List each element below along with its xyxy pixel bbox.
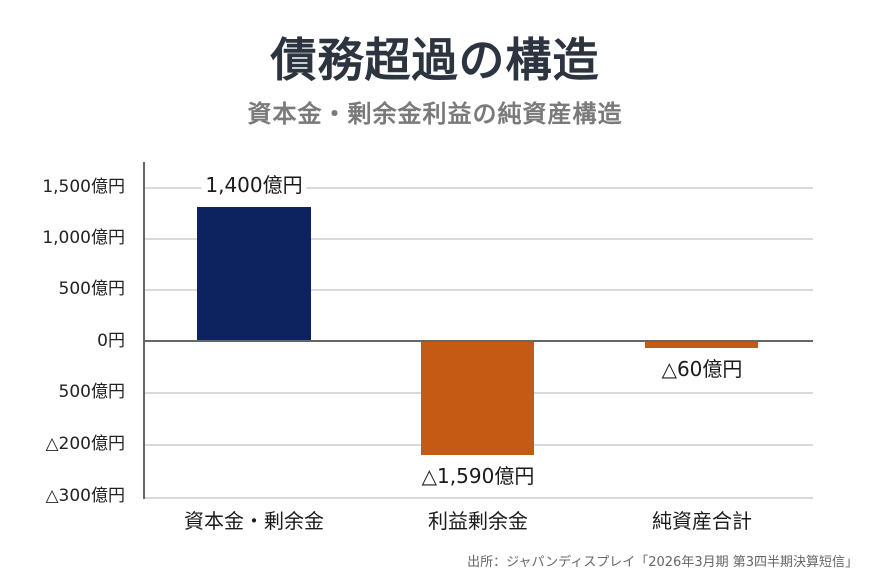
chart-title: 債務超過の構造 (270, 33, 600, 87)
zero-line (145, 340, 813, 342)
y-tick-label: △300億円 (45, 486, 125, 506)
gridline-bottom (145, 497, 813, 499)
x-tick-label: 利益剰余金 (428, 509, 528, 533)
value-label-retained-earnings: △1,590億円 (417, 464, 539, 488)
y-tick-label: 0円 (97, 331, 125, 351)
y-tick-label: 1,500億円 (42, 177, 125, 197)
y-axis-line (143, 162, 145, 499)
x-tick-label: 純資産合計 (652, 509, 752, 533)
gridline (145, 238, 813, 240)
source-note: 出所：ジャパンディスプレイ「2026年3月期 第3四半期決算短信」 (467, 555, 858, 570)
chart-subtitle: 資本金・剰余金利益の純資産構造 (247, 100, 623, 128)
bar-capital-surplus (197, 207, 311, 341)
value-label-net-assets: △60億円 (657, 357, 747, 381)
y-tick-label: 1,000億円 (42, 228, 125, 248)
y-tick-label: △200億円 (45, 434, 125, 454)
value-label-capital-surplus: 1,400億円 (201, 173, 307, 197)
gridline (145, 289, 813, 291)
x-tick-label: 資本金・剰余金 (184, 509, 324, 533)
y-tick-label: 500億円 (58, 279, 125, 299)
gridline (145, 187, 813, 189)
y-tick-label: 500億円 (58, 382, 125, 402)
bar-retained-earnings (421, 341, 534, 455)
bar-net-assets (645, 341, 758, 348)
